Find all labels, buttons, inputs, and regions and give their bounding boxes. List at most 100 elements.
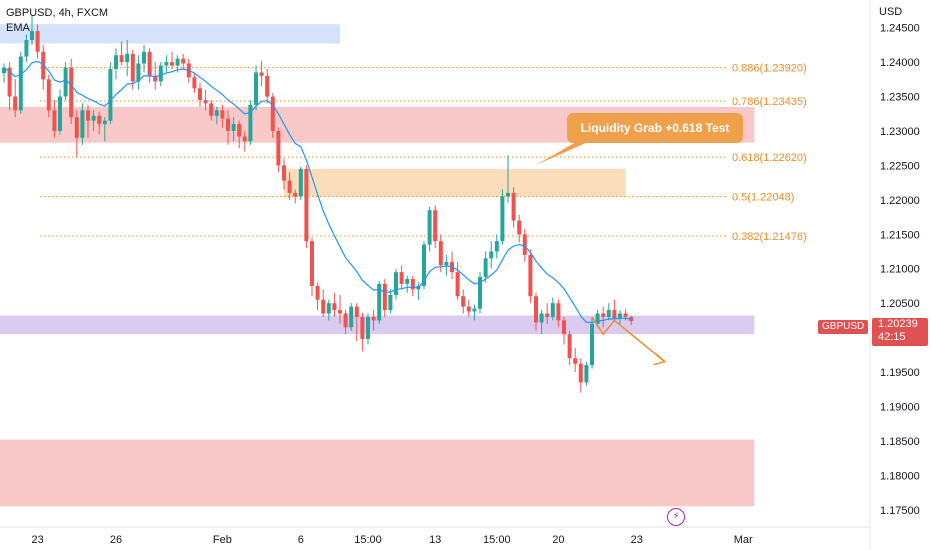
candle-body xyxy=(388,294,393,311)
candle-body xyxy=(366,316,370,339)
candle-body xyxy=(522,234,527,255)
candle-body xyxy=(80,110,85,138)
candle-body xyxy=(86,110,90,121)
candle-body xyxy=(164,62,169,66)
candle-body xyxy=(102,120,107,125)
candle-body xyxy=(517,220,522,235)
candle-body xyxy=(69,67,74,118)
candle-body xyxy=(119,55,124,63)
lightning-bolt-icon[interactable]: ⚡ xyxy=(667,508,685,526)
price-tick-label: 1.19000 xyxy=(880,401,920,413)
ema-line xyxy=(3,60,632,323)
candle-body xyxy=(321,299,326,314)
time-tick-label: 23 xyxy=(631,534,643,546)
price-tick-label: 1.21000 xyxy=(880,264,920,276)
candle-body xyxy=(511,192,516,221)
indicator-label[interactable]: EMA xyxy=(6,22,30,34)
candle-body xyxy=(472,308,477,312)
candle-body xyxy=(209,103,214,116)
time-tick-label: 15:00 xyxy=(354,534,382,546)
candle-body xyxy=(528,254,533,297)
candle-body xyxy=(601,313,606,317)
candle-body xyxy=(13,96,18,111)
candle-body xyxy=(354,306,359,317)
candle-body xyxy=(287,180,292,193)
candle-body xyxy=(371,316,376,321)
candle-body xyxy=(265,75,270,97)
price-tick-label: 1.24000 xyxy=(880,57,920,69)
ema-layer xyxy=(3,60,632,323)
callout-line-layer xyxy=(536,142,588,165)
candle-body xyxy=(399,272,404,284)
candle-body xyxy=(606,310,611,317)
candle-body xyxy=(506,192,510,197)
chart-header: GBPUSD, 4h, FXCM EMA xyxy=(6,6,108,36)
candle-body xyxy=(545,313,550,317)
candle-body xyxy=(483,258,488,277)
candle-body xyxy=(461,296,466,307)
candle-body xyxy=(97,115,102,125)
candle-body xyxy=(142,51,146,64)
candle-body xyxy=(58,96,62,131)
price-axis: 1.24500 1.24000 1.23500 1.23000 1.22500 1.220… xyxy=(880,23,920,517)
fib-label: 0.382(1.21476) xyxy=(732,231,807,243)
candle-body xyxy=(125,53,130,63)
price-tick-label: 1.17500 xyxy=(880,505,920,517)
candle-body xyxy=(220,110,225,119)
callout-pointer xyxy=(536,142,588,165)
candle-body xyxy=(595,313,600,324)
candle-body xyxy=(562,320,566,335)
candle-body xyxy=(282,165,286,181)
candle-body xyxy=(276,130,281,166)
candle-body xyxy=(573,358,578,364)
symbol-title[interactable]: GBPUSD, 4h, FXCM xyxy=(6,7,109,19)
candle-body xyxy=(298,168,303,197)
candle-body xyxy=(567,334,572,359)
candle-body xyxy=(422,244,426,286)
bar-countdown: 42:15 xyxy=(878,331,906,343)
price-tick-label: 1.21500 xyxy=(880,229,920,241)
candle-body xyxy=(590,323,594,366)
candle-body xyxy=(41,51,46,80)
candle-body xyxy=(455,272,460,297)
candle-body xyxy=(360,316,365,339)
candle-body xyxy=(130,53,135,82)
candle-body xyxy=(618,313,622,319)
price-tick-label: 1.20500 xyxy=(880,298,920,310)
candle-body xyxy=(438,241,443,266)
candle-body xyxy=(623,313,628,317)
candle-body xyxy=(192,77,197,89)
price-tick-label: 1.23000 xyxy=(880,126,920,138)
zones-layer xyxy=(0,24,755,507)
candle-body xyxy=(584,365,589,383)
candle-body xyxy=(198,88,202,100)
candle-body xyxy=(270,96,275,131)
candle-body xyxy=(91,115,96,121)
candle-body xyxy=(444,261,449,266)
fib-label: 0.618(1.22620) xyxy=(732,152,807,164)
candle-body xyxy=(7,67,12,97)
candle-body xyxy=(332,303,337,311)
liquidity-callout[interactable]: Liquidity Grab +0.618 Test xyxy=(567,113,743,143)
candle-body xyxy=(377,283,382,321)
candle-body xyxy=(494,241,499,252)
time-tick-label: 15:00 xyxy=(483,534,511,546)
candle-body xyxy=(343,313,348,328)
currency-label[interactable]: USD xyxy=(879,6,903,18)
candle-body xyxy=(114,55,118,69)
candle-body xyxy=(136,63,141,82)
candle-body xyxy=(259,72,264,76)
candle-body xyxy=(478,276,482,309)
candle-body xyxy=(394,272,398,295)
candle-body xyxy=(153,75,158,82)
time-tick-label: Mar xyxy=(734,534,753,546)
price-tick-label: 1.18000 xyxy=(880,470,920,482)
candle-body xyxy=(539,313,544,323)
candle-body xyxy=(349,306,354,328)
projection-path xyxy=(591,316,666,363)
candle-body xyxy=(158,65,163,82)
time-tick-label: 6 xyxy=(298,534,304,546)
candle-body xyxy=(248,104,253,142)
candle-body xyxy=(2,67,6,74)
